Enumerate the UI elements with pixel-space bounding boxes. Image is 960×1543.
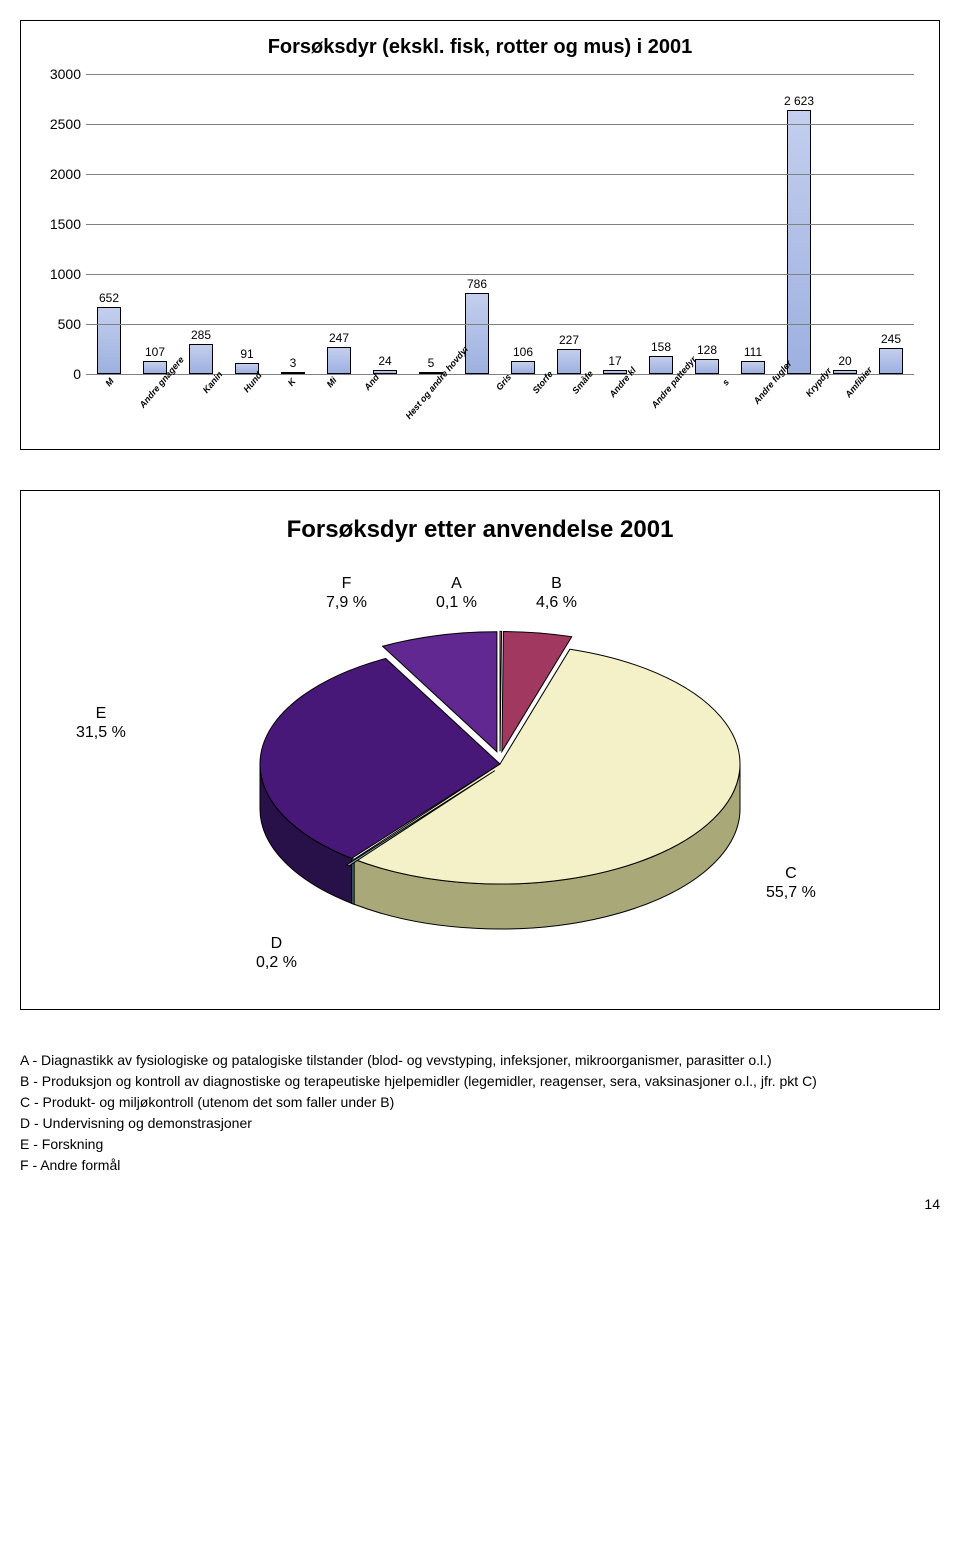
- pie-slice: [500, 631, 502, 751]
- bar-value-label: 128: [697, 343, 717, 357]
- pie-letter-b: B: [551, 575, 562, 592]
- y-axis-label: 2000: [41, 166, 81, 182]
- pie-letter-e: E: [96, 705, 107, 722]
- bar-value-label: 91: [240, 347, 253, 361]
- pie-label-e: E 31,5 %: [76, 704, 126, 742]
- bar-value-label: 5: [428, 356, 435, 370]
- pie-pct-b: 4,6 %: [536, 594, 577, 611]
- pie-label-d: D 0,2 %: [256, 934, 297, 972]
- gridline: [86, 274, 914, 275]
- bar-xlabels: MAndre gnagereKaninHundKMiAndHest og and…: [86, 379, 914, 389]
- bar-value-label: 17: [608, 354, 621, 368]
- page-number: 14: [20, 1196, 940, 1212]
- legend-c: C - Produkt- og miljøkontroll (utenom de…: [20, 1092, 940, 1113]
- legend-e: E - Forskning: [20, 1134, 940, 1155]
- y-axis-label: 500: [41, 316, 81, 332]
- pie-chart-title: Forsøksdyr etter anvendelse 2001: [36, 516, 924, 544]
- bar-value-label: 111: [744, 345, 762, 359]
- y-axis-label: 3000: [41, 66, 81, 82]
- pie-label-f: F 7,9 %: [326, 574, 367, 612]
- bar-rect: [787, 110, 811, 374]
- pie-wrap: F 7,9 % A 0,1 % B 4,6 % E 31,5 % D 0,2 %…: [36, 574, 924, 994]
- pie-chart-container: Forsøksdyr etter anvendelse 2001 F 7,9 %…: [20, 490, 940, 1010]
- gridline: [86, 374, 914, 375]
- gridline: [86, 174, 914, 175]
- y-axis-label: 1500: [41, 216, 81, 232]
- pie-label-b: B 4,6 %: [536, 574, 577, 612]
- pie-letter-f: F: [342, 575, 352, 592]
- bar-value-label: 285: [191, 328, 211, 342]
- pie-letter-d: D: [271, 935, 283, 952]
- bar-value-label: 245: [881, 332, 901, 346]
- pie-pct-c: 55,7 %: [766, 884, 816, 901]
- bar-value-label: 106: [513, 345, 533, 359]
- legend-block: A - Diagnastikk av fysiologiske og patal…: [20, 1050, 940, 1176]
- pie-svg: [160, 574, 800, 954]
- bar-value-label: 158: [651, 340, 671, 354]
- bar-rect: [695, 359, 719, 374]
- bar-plot-area: 652 107 285 91 3 247 245 786 106 227 17 158 128 111 2 …: [86, 74, 914, 375]
- bar-value-label: 247: [329, 331, 349, 345]
- bar-chart-container: Forsøksdyr (ekskl. fisk, rotter og mus) …: [20, 20, 940, 450]
- gridline: [86, 124, 914, 125]
- pie-letter-c: C: [785, 865, 797, 882]
- bar-rect: [189, 344, 213, 375]
- bar-value-label: 20: [838, 354, 851, 368]
- pie-label-a: A 0,1 %: [436, 574, 477, 612]
- bar-rect: [465, 293, 489, 374]
- bar-value-label: 2 623: [784, 94, 814, 108]
- bar-rect: [557, 349, 581, 374]
- bar-value-label: 652: [99, 291, 119, 305]
- legend-f: F - Andre formål: [20, 1155, 940, 1176]
- legend-d: D - Undervisning og demonstrasjoner: [20, 1113, 940, 1134]
- pie-label-c: C 55,7 %: [766, 864, 816, 902]
- pie-pct-f: 7,9 %: [326, 594, 367, 611]
- gridline: [86, 224, 914, 225]
- pie-pct-a: 0,1 %: [436, 594, 477, 611]
- pie-pct-d: 0,2 %: [256, 954, 297, 971]
- y-axis-label: 1000: [41, 266, 81, 282]
- legend-a: A - Diagnastikk av fysiologiske og patal…: [20, 1050, 940, 1071]
- bar-rect: [741, 361, 765, 374]
- bar-chart: 652 107 285 91 3 247 245 786 106 227 17 158 128 111 2 …: [86, 74, 914, 434]
- bar-value-label: 3: [290, 356, 297, 370]
- gridline: [86, 74, 914, 75]
- gridline: [86, 324, 914, 325]
- legend-b: B - Produksjon og kontroll av diagnostis…: [20, 1071, 940, 1092]
- bar-chart-title: Forsøksdyr (ekskl. fisk, rotter og mus) …: [36, 36, 924, 59]
- bar-rect: [879, 348, 903, 375]
- bar-value-label: 786: [467, 277, 487, 291]
- bar-rect: [649, 356, 673, 374]
- bar-value-label: 227: [559, 333, 579, 347]
- bar-value-label: 107: [145, 345, 165, 359]
- y-axis-label: 0: [41, 366, 81, 382]
- pie-letter-a: A: [451, 575, 462, 592]
- pie-pct-e: 31,5 %: [76, 724, 126, 741]
- y-axis-label: 2500: [41, 116, 81, 132]
